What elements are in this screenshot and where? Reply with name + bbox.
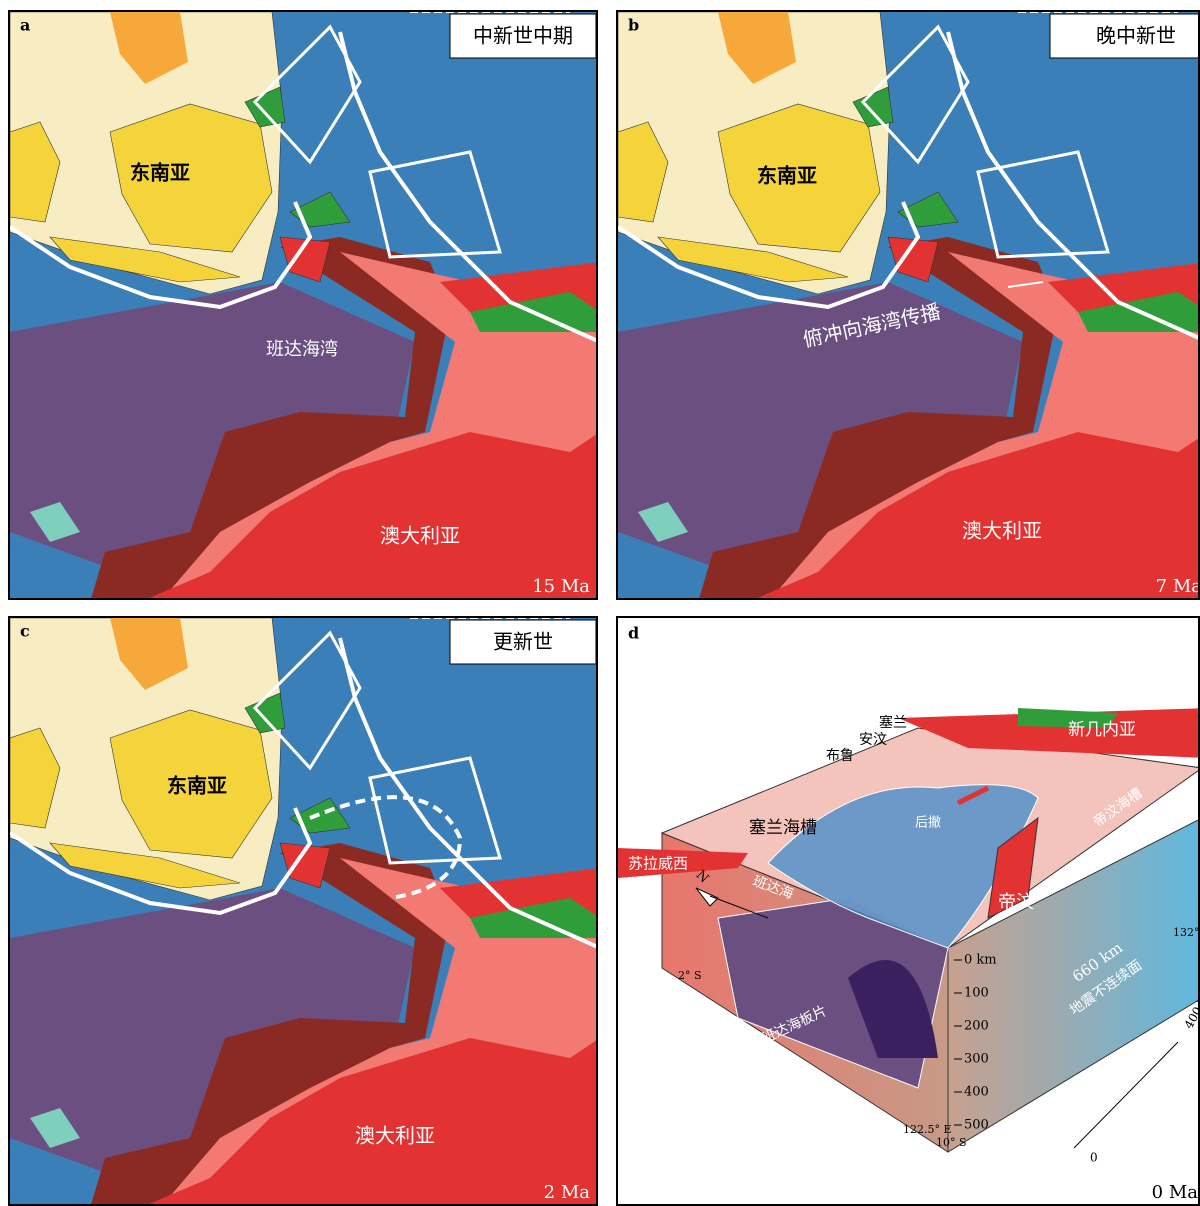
region-label: 东南亚 bbox=[167, 774, 227, 798]
region-label: 澳大利亚 bbox=[962, 519, 1042, 543]
age: 7 Ma bbox=[1156, 576, 1200, 597]
age: 15 Ma bbox=[532, 576, 590, 597]
place-label: 布鲁 bbox=[826, 748, 854, 764]
region-label: 澳大利亚 bbox=[355, 1124, 435, 1148]
coord-label: 10° S bbox=[936, 1136, 967, 1149]
period: 更新世 bbox=[493, 630, 553, 654]
period: 中新世中期 bbox=[473, 24, 573, 48]
block-diagram: d 新几内亚 塞兰 安汶 布鲁 塞兰海槽 后撤 帝汶海槽 苏拉威西 班达海 帝汶… bbox=[618, 618, 1200, 1206]
map: a 中新世中期 东南亚 班达海湾 澳大利亚 15 Ma bbox=[10, 12, 598, 600]
place-label: 塞兰 bbox=[879, 714, 907, 731]
place-label: 苏拉威西 bbox=[628, 855, 688, 873]
panel-c: c 更新世 东南亚 澳大利亚 2 Ma bbox=[8, 616, 598, 1206]
region-label: 澳大利亚 bbox=[380, 524, 460, 548]
place-label: 后撤 bbox=[915, 815, 941, 831]
panel-a: a 中新世中期 东南亚 班达海湾 澳大利亚 15 Ma bbox=[8, 10, 598, 600]
place-label: 塞兰海槽 bbox=[749, 818, 817, 838]
coord-label: 2° S bbox=[678, 969, 702, 982]
basemap bbox=[10, 618, 598, 1206]
scale-label: 0 bbox=[1090, 1151, 1098, 1165]
coord-label: 132° E bbox=[1173, 926, 1200, 939]
depth-label: 300 bbox=[964, 1052, 989, 1067]
depth-label: 500 bbox=[964, 1118, 989, 1133]
map: b 晚中新世 东南亚 俯冲向海湾传播 澳大利亚 7 Ma bbox=[618, 12, 1200, 600]
panel-letter: b bbox=[628, 16, 639, 35]
age: 2 Ma bbox=[544, 1182, 591, 1203]
map: c 更新世 东南亚 澳大利亚 2 Ma bbox=[10, 618, 598, 1206]
panel-letter: a bbox=[20, 16, 30, 35]
region-label: 东南亚 bbox=[130, 161, 190, 185]
place-label: 新几内亚 bbox=[1068, 720, 1136, 740]
depth-label: 100 bbox=[964, 986, 989, 1001]
panel-d: d 新几内亚 塞兰 安汶 布鲁 塞兰海槽 后撤 帝汶海槽 苏拉威西 班达海 帝汶… bbox=[616, 616, 1200, 1206]
depth-label: 400 bbox=[964, 1085, 989, 1100]
depth-label: 0 km bbox=[964, 953, 997, 968]
depth-label: 200 bbox=[964, 1019, 989, 1034]
panel-letter: c bbox=[20, 622, 30, 641]
figure: a 中新世中期 东南亚 班达海湾 澳大利亚 15 Ma b 晚中新世 东南亚 俯… bbox=[0, 0, 1200, 1205]
coord-label: 122.5° E bbox=[903, 1123, 952, 1136]
place-label: 安汶 bbox=[859, 731, 887, 748]
basemap bbox=[10, 12, 598, 600]
region-label: 东南亚 bbox=[757, 164, 817, 188]
period: 晚中新世 bbox=[1096, 24, 1176, 48]
panel-b: b 晚中新世 东南亚 俯冲向海湾传播 澳大利亚 7 Ma bbox=[616, 10, 1200, 600]
region-label: 班达海湾 bbox=[266, 339, 338, 360]
place-label: 帝汶 bbox=[998, 892, 1034, 913]
panel-letter: d bbox=[628, 624, 639, 643]
age: 0 Ma bbox=[1152, 1182, 1199, 1203]
